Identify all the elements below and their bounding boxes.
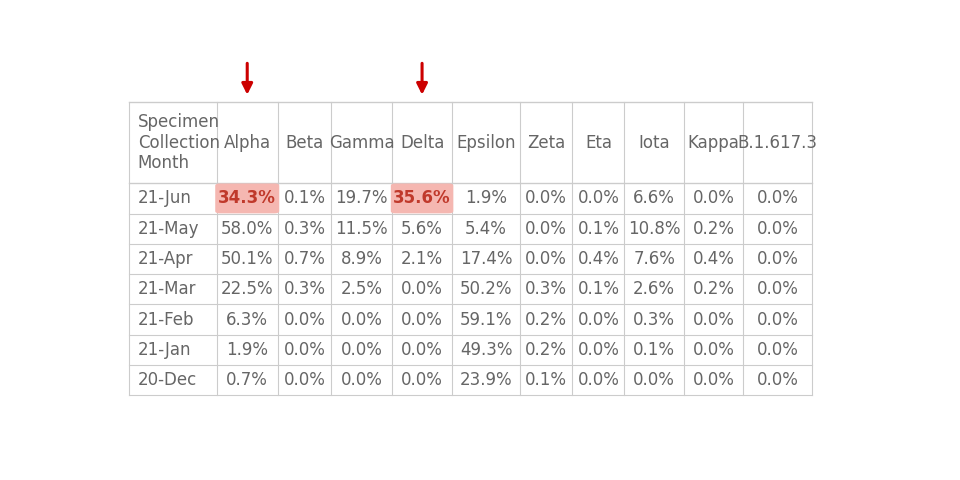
Text: 5.6%: 5.6% (401, 220, 443, 238)
Text: 0.2%: 0.2% (693, 220, 734, 238)
FancyBboxPatch shape (391, 183, 453, 214)
Text: 0.7%: 0.7% (283, 250, 325, 268)
Text: 0.0%: 0.0% (341, 371, 383, 389)
Text: 21-Jan: 21-Jan (138, 341, 191, 359)
Text: 0.0%: 0.0% (401, 341, 443, 359)
Text: 0.0%: 0.0% (283, 341, 325, 359)
Text: 0.0%: 0.0% (756, 280, 799, 299)
Text: 0.0%: 0.0% (756, 220, 799, 238)
Text: 0.4%: 0.4% (578, 250, 619, 268)
Text: 5.4%: 5.4% (465, 220, 507, 238)
Text: 0.0%: 0.0% (756, 371, 799, 389)
Text: 7.6%: 7.6% (634, 250, 675, 268)
Text: 0.0%: 0.0% (693, 371, 734, 389)
Text: 50.2%: 50.2% (460, 280, 513, 299)
Text: 17.4%: 17.4% (460, 250, 513, 268)
Text: 1.9%: 1.9% (465, 190, 507, 207)
Text: Epsilon: Epsilon (456, 133, 516, 152)
Text: 0.1%: 0.1% (577, 220, 619, 238)
Text: 11.5%: 11.5% (335, 220, 388, 238)
Text: 21-Mar: 21-Mar (138, 280, 197, 299)
Text: 0.0%: 0.0% (756, 311, 799, 329)
Text: 1.9%: 1.9% (227, 341, 268, 359)
Text: 0.4%: 0.4% (693, 250, 734, 268)
Text: 0.0%: 0.0% (283, 311, 325, 329)
Text: 0.3%: 0.3% (525, 280, 567, 299)
Text: 0.0%: 0.0% (525, 190, 567, 207)
Text: 0.2%: 0.2% (525, 311, 567, 329)
Text: 0.1%: 0.1% (283, 190, 325, 207)
Text: 20-Dec: 20-Dec (138, 371, 197, 389)
Text: 0.7%: 0.7% (227, 371, 268, 389)
Text: 59.1%: 59.1% (460, 311, 513, 329)
Text: Kappa: Kappa (687, 133, 739, 152)
Text: 0.0%: 0.0% (634, 371, 675, 389)
Text: 10.8%: 10.8% (628, 220, 681, 238)
Text: Beta: Beta (285, 133, 324, 152)
Text: 0.0%: 0.0% (525, 220, 567, 238)
Text: 0.0%: 0.0% (401, 280, 443, 299)
Text: B.1.617.3: B.1.617.3 (737, 133, 818, 152)
Text: 0.0%: 0.0% (693, 311, 734, 329)
Text: 0.0%: 0.0% (341, 341, 383, 359)
Text: 21-Apr: 21-Apr (138, 250, 193, 268)
Text: 21-May: 21-May (138, 220, 200, 238)
Text: 0.0%: 0.0% (756, 341, 799, 359)
Text: Iota: Iota (638, 133, 670, 152)
Text: 0.2%: 0.2% (693, 280, 734, 299)
Text: 35.6%: 35.6% (394, 190, 451, 207)
Text: Eta: Eta (585, 133, 612, 152)
Text: 2.1%: 2.1% (401, 250, 444, 268)
Text: 0.3%: 0.3% (283, 280, 325, 299)
Text: Gamma: Gamma (329, 133, 395, 152)
Text: 50.1%: 50.1% (221, 250, 274, 268)
Text: 0.3%: 0.3% (634, 311, 675, 329)
Text: 0.0%: 0.0% (283, 371, 325, 389)
FancyBboxPatch shape (215, 183, 279, 214)
Text: 0.0%: 0.0% (525, 250, 567, 268)
Text: 0.3%: 0.3% (283, 220, 325, 238)
Text: 19.7%: 19.7% (336, 190, 388, 207)
Text: 34.3%: 34.3% (218, 190, 276, 207)
Text: 2.5%: 2.5% (341, 280, 383, 299)
Text: 0.0%: 0.0% (578, 190, 619, 207)
Text: 0.0%: 0.0% (693, 190, 734, 207)
Text: Delta: Delta (400, 133, 444, 152)
Text: 58.0%: 58.0% (221, 220, 274, 238)
Text: 49.3%: 49.3% (460, 341, 513, 359)
Text: 6.6%: 6.6% (634, 190, 675, 207)
Text: 0.0%: 0.0% (401, 311, 443, 329)
Text: 2.6%: 2.6% (634, 280, 675, 299)
Text: 6.3%: 6.3% (227, 311, 268, 329)
Text: 0.0%: 0.0% (578, 341, 619, 359)
Text: 0.1%: 0.1% (577, 280, 619, 299)
Text: 22.5%: 22.5% (221, 280, 274, 299)
Text: 21-Feb: 21-Feb (138, 311, 194, 329)
Text: Alpha: Alpha (224, 133, 271, 152)
Text: 0.0%: 0.0% (401, 371, 443, 389)
Text: Specimen
Collection
Month: Specimen Collection Month (138, 113, 220, 172)
Text: 0.0%: 0.0% (341, 311, 383, 329)
Text: 21-Jun: 21-Jun (138, 190, 192, 207)
Text: 0.1%: 0.1% (525, 371, 567, 389)
Text: 0.0%: 0.0% (693, 341, 734, 359)
Text: 0.0%: 0.0% (578, 311, 619, 329)
Text: 0.0%: 0.0% (578, 371, 619, 389)
Text: 0.0%: 0.0% (756, 250, 799, 268)
Text: Zeta: Zeta (527, 133, 565, 152)
Text: 23.9%: 23.9% (460, 371, 513, 389)
Text: 8.9%: 8.9% (341, 250, 383, 268)
Text: 0.2%: 0.2% (525, 341, 567, 359)
Text: 0.0%: 0.0% (756, 190, 799, 207)
Text: 0.1%: 0.1% (634, 341, 675, 359)
